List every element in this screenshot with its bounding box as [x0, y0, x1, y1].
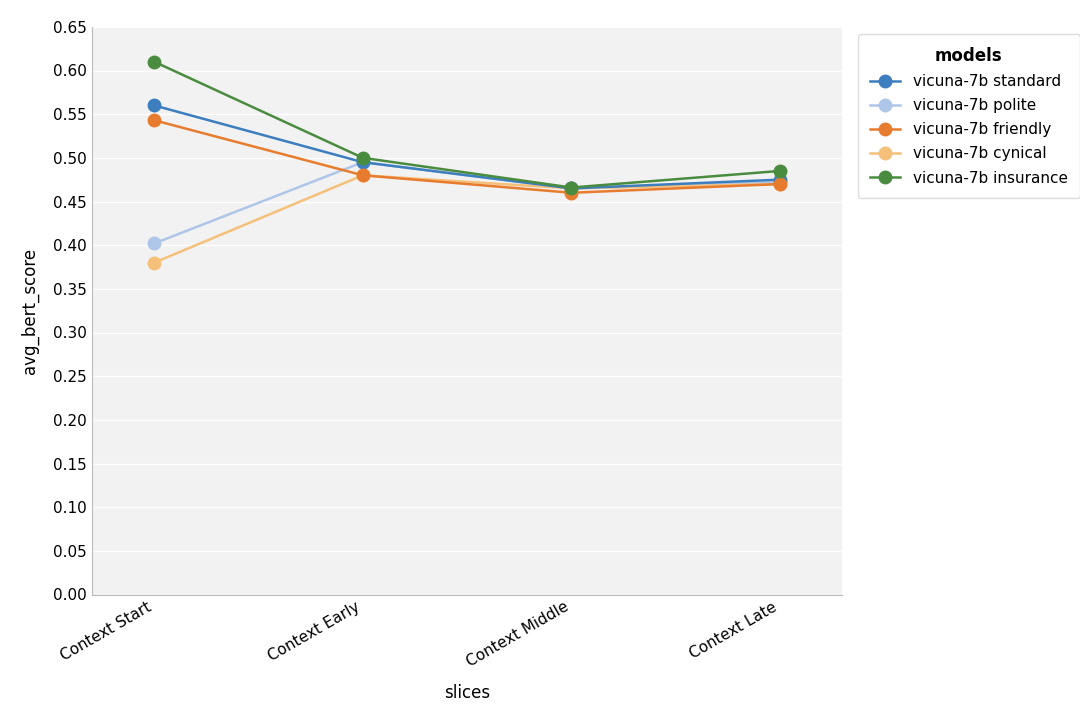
- vicuna-7b friendly: [148, 116, 161, 125]
- vicuna-7b friendly: [565, 188, 578, 197]
- vicuna-7b polite: [773, 178, 786, 186]
- vicuna-7b polite: [565, 184, 578, 193]
- vicuna-7b cynical: [356, 171, 369, 180]
- X-axis label: slices: slices: [444, 684, 490, 702]
- Line: vicuna-7b insurance: vicuna-7b insurance: [148, 56, 786, 194]
- vicuna-7b standard: [773, 175, 786, 184]
- Legend: vicuna-7b standard, vicuna-7b polite, vicuna-7b friendly, vicuna-7b cynical, vic: vicuna-7b standard, vicuna-7b polite, vi…: [858, 35, 1080, 198]
- vicuna-7b cynical: [565, 184, 578, 193]
- vicuna-7b friendly: [356, 171, 369, 180]
- vicuna-7b insurance: [565, 183, 578, 192]
- Line: vicuna-7b cynical: vicuna-7b cynical: [148, 169, 786, 269]
- vicuna-7b polite: [356, 158, 369, 167]
- vicuna-7b insurance: [773, 167, 786, 175]
- vicuna-7b insurance: [356, 154, 369, 162]
- vicuna-7b standard: [356, 158, 369, 167]
- Line: vicuna-7b standard: vicuna-7b standard: [148, 99, 786, 194]
- vicuna-7b standard: [148, 101, 161, 109]
- vicuna-7b polite: [148, 239, 161, 248]
- vicuna-7b standard: [565, 184, 578, 193]
- vicuna-7b cynical: [148, 258, 161, 267]
- Line: vicuna-7b polite: vicuna-7b polite: [148, 156, 786, 249]
- Line: vicuna-7b friendly: vicuna-7b friendly: [148, 114, 786, 199]
- vicuna-7b insurance: [148, 57, 161, 66]
- Y-axis label: avg_bert_score: avg_bert_score: [21, 248, 39, 373]
- vicuna-7b friendly: [773, 180, 786, 189]
- vicuna-7b cynical: [773, 180, 786, 189]
